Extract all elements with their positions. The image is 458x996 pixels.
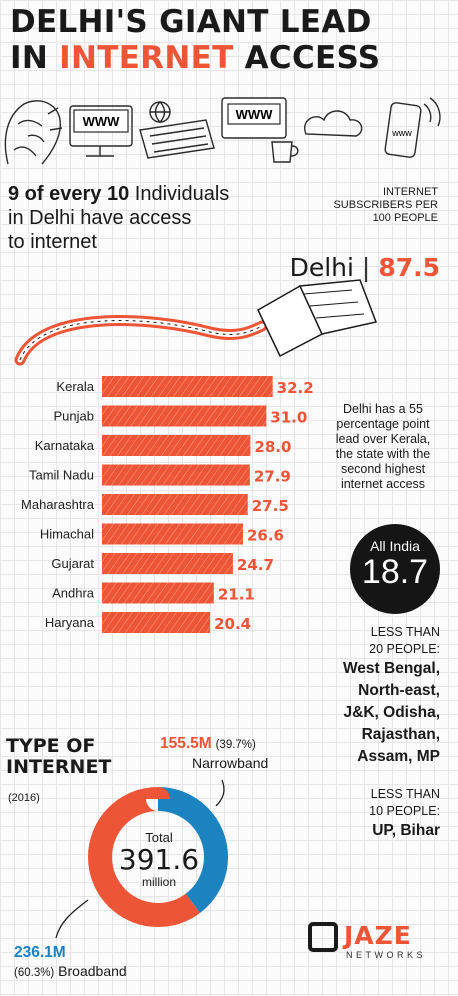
laptop-icon: [69, 105, 133, 157]
bar: [102, 494, 248, 515]
narrowband-pointer: [215, 779, 225, 807]
face-icon: [4, 100, 63, 165]
bar: [102, 405, 267, 427]
bar-category-label: Tamil Nadu: [29, 468, 94, 483]
donut-total: Total 391.6 million: [118, 830, 200, 889]
delhi-name: Delhi: [289, 253, 354, 282]
bar-category-label: Maharashtra: [21, 497, 95, 512]
browser-www-2: WWW: [236, 107, 274, 122]
cable-illustration: [14, 279, 378, 366]
bar-value-label: 20.4: [214, 615, 251, 633]
bar-value-label: 21.1: [218, 586, 255, 604]
title-line-2: IN INTERNET ACCESS: [10, 40, 380, 76]
phone-www: www: [391, 128, 412, 138]
all-india-label: All India: [370, 538, 420, 554]
cloud-icon: [304, 110, 363, 137]
bar: [102, 553, 233, 574]
broadband-pointer: [55, 899, 89, 939]
jaze-logo: JAZE NETWORKS: [308, 922, 426, 960]
delhi-number: 87.5: [378, 253, 440, 282]
less-than-10-group: LESS THAN 10 PEOPLE: UP, Bihar: [369, 787, 440, 839]
bar: [102, 435, 251, 456]
internet-type-donut: [55, 779, 228, 939]
subhead-line3: to internet: [8, 231, 97, 253]
bar-category-label: Andhra: [52, 586, 95, 601]
keyboard-icon: [139, 119, 215, 159]
bar: [102, 464, 250, 486]
narrowband-name: Narrowband: [192, 755, 269, 771]
bar-category-label: Kerala: [56, 379, 94, 394]
logo-mark-icon: [308, 922, 338, 952]
broadband-value: 236.1M: [14, 944, 66, 961]
subhead-line1: Individuals: [129, 183, 230, 205]
bar-value-label: 28.0: [254, 438, 291, 456]
header-illustration: WWW WWW www: [4, 97, 441, 165]
subhead-line2: in Delhi have access: [8, 207, 192, 229]
donut-slice-broadband: [88, 787, 228, 927]
phone-icon: [384, 97, 441, 158]
title-suffix: ACCESS: [233, 40, 381, 76]
bar-category-label: Gujarat: [51, 556, 94, 571]
bar-value-label: 26.6: [247, 527, 284, 545]
bar: [102, 582, 214, 604]
title-accent: INTERNET: [59, 40, 234, 76]
narrowband-pct: (39.7%): [215, 739, 256, 751]
subhead: 9 of every 10 Individuals in Delhi have …: [8, 182, 229, 254]
bar-value-label: 24.7: [237, 556, 274, 574]
subhead-bold: 9 of every 10: [8, 183, 130, 205]
type-of-internet-title: TYPE OF INTERNET: [6, 735, 112, 778]
delhi-value: Delhi | 87.5: [289, 253, 440, 282]
broadband-pct: (60.3%): [14, 967, 55, 979]
bar: [102, 376, 273, 397]
ethernet-plug-icon: [257, 279, 378, 358]
coffee-cup-icon: [271, 141, 299, 163]
bar-value-label: 32.2: [277, 379, 314, 397]
bar-value-label: 27.9: [254, 468, 291, 486]
bar: [102, 523, 243, 545]
bar-category-label: Punjab: [54, 409, 94, 424]
title-prefix: IN: [10, 40, 60, 76]
bar-value-label: 27.5: [252, 497, 289, 515]
globe-icon: [149, 101, 171, 123]
narrowband-label: 155.5M (39.7%) Narrowband: [160, 734, 268, 772]
bar-category-label: Karnataka: [35, 438, 95, 453]
less-than-20-group: LESS THAN 20 PEOPLE: West Bengal, North-…: [342, 625, 440, 765]
narrowband-value: 155.5M: [160, 735, 212, 752]
type-of-internet-year: (2016): [8, 792, 40, 804]
broadband-label: 236.1M (60.3%) Broadband: [14, 944, 127, 982]
state-bar-chart: Kerala 32.2 Punjab 31.0 Karnataka 28.0 Tamil N…: [21, 376, 314, 633]
subscribers-label: INTERNET SUBSCRIBERS PER 100 PEOPLE: [333, 186, 438, 224]
all-india-badge: All India 18.7: [350, 524, 440, 614]
all-india-value: 18.7: [361, 553, 429, 591]
delhi-lead-note: Delhi has a 55 percentage point lead ove…: [335, 402, 431, 491]
bar-category-label: Haryana: [45, 615, 95, 630]
bar: [102, 612, 211, 633]
title-line-1: DELHI'S GIANT LEAD: [10, 4, 372, 40]
broadband-name: Broadband: [58, 963, 127, 979]
bar-value-label: 31.0: [270, 409, 307, 427]
browser-www-1: WWW: [83, 114, 121, 129]
bar-category-label: Himachal: [40, 527, 94, 542]
